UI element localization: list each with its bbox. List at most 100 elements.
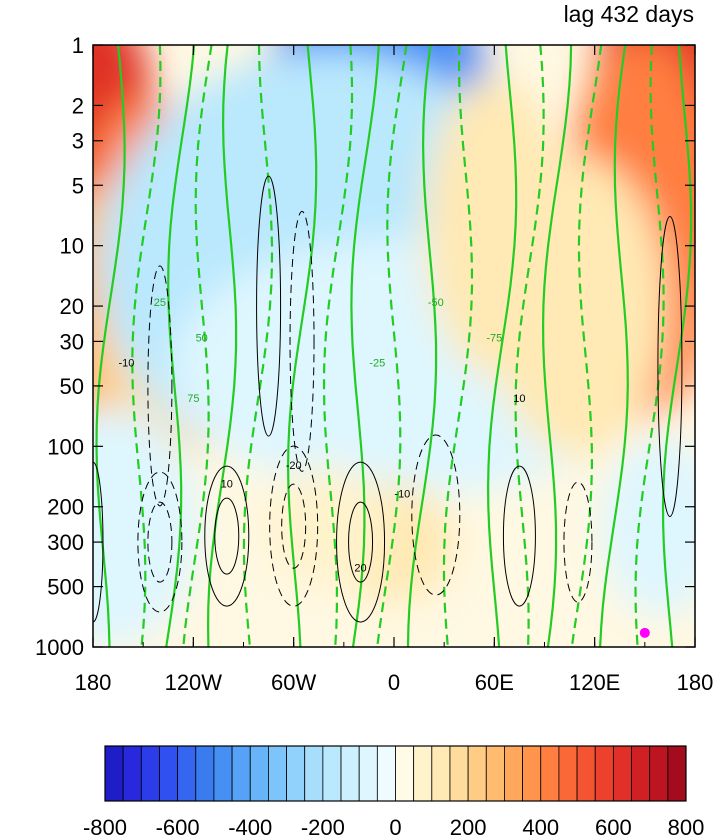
location-marker: [639, 627, 650, 638]
y-axis: 1 2 3 5 10 20 30 50 100 200 300 500 1000: [35, 33, 695, 660]
green-contour-line: [634, 45, 665, 647]
colorbar-swatch: [231, 745, 251, 802]
colorbar-swatch: [667, 745, 687, 802]
y-tick-label: 20: [60, 294, 84, 319]
colorbar-swatch: [249, 745, 269, 802]
colorbar-swatch: [322, 745, 342, 802]
green-contour-line: [570, 45, 603, 647]
colorbar-label: 0: [389, 815, 401, 838]
colorbar-label: -600: [156, 815, 200, 838]
black-contour-label: 20: [354, 562, 366, 574]
colorbar-swatch: [631, 745, 651, 802]
x-tick-label: 120E: [569, 670, 620, 695]
colorbar: -800 -600 -400 -200 0 200 400 600 800: [83, 745, 705, 838]
shaded-region: [267, 466, 388, 587]
black-contour-line: [204, 465, 250, 607]
colorbar-swatch: [431, 745, 451, 802]
colorbar-swatch: [140, 745, 160, 802]
green-contour-line: [131, 45, 162, 647]
colorbar-swatch: [612, 745, 632, 802]
green-contour-label: -25: [369, 357, 385, 369]
green-contour-line: [376, 45, 408, 647]
x-axis: 180 120W 60W 0 60E 120E 180: [75, 45, 713, 695]
colorbar-swatch: [594, 745, 614, 802]
y-tick-label: 1: [72, 33, 84, 58]
x-tick-label: 60E: [475, 670, 514, 695]
green-contour-label: -75: [486, 332, 502, 344]
colorbar-swatch: [159, 745, 179, 802]
colorbar-swatch: [122, 745, 142, 802]
black-contour-line: [147, 265, 173, 507]
colorbar-swatch: [340, 745, 360, 802]
colorbar-swatch: [395, 745, 415, 802]
colorbar-swatch: [522, 745, 542, 802]
colorbar-swatch: [104, 745, 124, 802]
colorbar-label: -400: [228, 815, 272, 838]
green-contour-line: [541, 45, 573, 647]
black-contour-line: [411, 434, 461, 596]
green-contour-line: [406, 45, 438, 647]
colorbar-swatch: [413, 745, 433, 802]
green-contour-line: [322, 45, 354, 647]
green-contours: [95, 45, 693, 647]
green-contour-label: -50: [428, 297, 444, 309]
colorbar-label: 800: [668, 815, 705, 838]
colorbar-swatch: [213, 745, 233, 802]
colorbar-label: 200: [450, 815, 487, 838]
colorbar-swatch: [358, 745, 378, 802]
shaded-region: [487, 156, 668, 457]
black-contour-line: [214, 497, 240, 575]
colorbar-swatch: [286, 745, 306, 802]
black-contour-line: [563, 481, 593, 603]
y-tick-label: 200: [47, 495, 84, 520]
y-tick-label: 1000: [35, 635, 84, 660]
colorbar-swatch: [504, 745, 523, 802]
black-contour-line: [269, 445, 319, 607]
black-contour-line: [502, 465, 536, 607]
green-contour-label: 50: [196, 332, 208, 344]
x-tick-label: 120W: [165, 670, 223, 695]
black-contour-label: -10: [118, 357, 134, 369]
x-tick-label: 60W: [271, 670, 316, 695]
colorbar-swatch: [268, 745, 287, 802]
green-contour-label: 25: [154, 297, 166, 309]
y-tick-label: 10: [60, 234, 84, 259]
green-contour-line: [661, 45, 693, 647]
black-contour-label: -20: [286, 460, 302, 472]
colorbar-label: 600: [595, 815, 632, 838]
green-contour-line: [206, 45, 238, 647]
y-tick-label: 2: [72, 93, 84, 118]
black-contour-line: [256, 175, 282, 437]
contour-labels: 25 50 75 -25 -50 -75 -10 10 -20 20 -10 10: [118, 297, 525, 574]
colorbar-swatch: [649, 745, 669, 802]
black-contour-label: 10: [513, 393, 525, 405]
black-contour-line: [336, 461, 386, 623]
green-contour-line: [442, 45, 474, 647]
colorbar-swatch: [195, 745, 215, 802]
black-contour-line: [137, 471, 183, 613]
black-contour-line: [289, 210, 315, 472]
x-tick-label: 0: [388, 670, 400, 695]
green-contour-label: 75: [187, 393, 199, 405]
green-contour-line: [350, 45, 380, 647]
black-contour-label: 10: [221, 478, 233, 490]
colorbar-swatch: [177, 745, 197, 802]
y-tick-label: 50: [60, 374, 84, 399]
colorbar-label: -200: [301, 815, 345, 838]
black-contour-line: [147, 501, 173, 583]
chart-title: lag 432 days: [564, 1, 694, 27]
black-contour-line: [348, 501, 374, 583]
colorbar-frame: [104, 745, 687, 802]
green-contour-line: [182, 45, 213, 647]
colorbar-swatch: [485, 745, 505, 802]
colorbar-swatch: [304, 745, 324, 802]
y-tick-label: 300: [47, 530, 84, 555]
black-contour-label: -10: [394, 489, 410, 501]
colorbar-label: 400: [522, 815, 559, 838]
y-tick-label: 500: [47, 575, 84, 600]
black-contour-line: [657, 215, 683, 517]
colorbar-swatch: [376, 745, 396, 802]
green-contour-line: [486, 45, 518, 647]
